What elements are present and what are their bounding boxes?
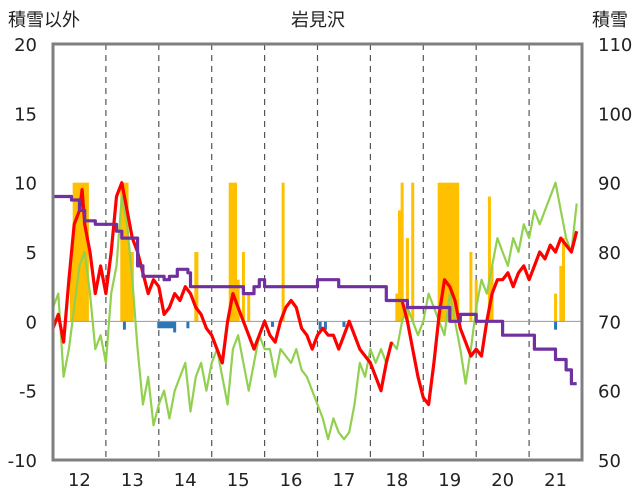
left-y-ticks: 20 15 10 5 0 -5 -10 <box>8 35 37 472</box>
left-tick-label: -10 <box>8 451 37 472</box>
x-tick-label: 12 <box>68 470 91 491</box>
series-line <box>53 194 577 386</box>
x-tick-label: 17 <box>332 470 355 491</box>
orange-bar <box>75 182 79 322</box>
orange-bar <box>559 265 563 322</box>
orange-bar <box>442 182 446 322</box>
left-tick-label: 5 <box>26 243 37 264</box>
right-tick-label: 60 <box>598 382 621 403</box>
blue-bar <box>157 321 161 329</box>
orange-bar <box>125 182 129 322</box>
orange-bar <box>411 182 415 322</box>
x-tick-label: 19 <box>438 470 461 491</box>
series-line <box>51 181 578 441</box>
orange-bar <box>120 182 124 322</box>
blue-bars <box>122 321 558 333</box>
left-axis-label: 積雪以外 <box>8 10 80 31</box>
orange-bar <box>228 182 232 322</box>
right-axis-label: 積雪 <box>592 10 628 31</box>
left-tick-label: 10 <box>14 174 37 195</box>
orange-bar <box>437 182 441 322</box>
orange-bar <box>400 182 404 322</box>
orange-bar <box>122 182 126 322</box>
orange-bar <box>561 238 565 322</box>
series-lines <box>51 181 579 441</box>
blue-bar <box>159 321 163 329</box>
orange-bar <box>474 279 478 322</box>
orange-bar <box>487 196 491 322</box>
right-tick-label: 50 <box>598 451 621 472</box>
blue-bar <box>162 321 166 329</box>
x-ticks: 12 13 14 15 16 17 18 19 20 21 <box>68 470 567 491</box>
orange-bar <box>85 182 89 322</box>
orange-bar <box>236 279 240 322</box>
orange-bar <box>405 238 409 322</box>
x-tick-label: 18 <box>385 470 408 491</box>
left-tick-label: 20 <box>14 35 37 56</box>
x-tick-label: 16 <box>280 470 303 491</box>
orange-bar <box>395 293 399 322</box>
x-tick-label: 20 <box>491 470 514 491</box>
orange-bar <box>77 182 81 322</box>
orange-bar <box>128 252 132 322</box>
x-tick-label: 14 <box>174 470 197 491</box>
orange-bar <box>397 210 401 322</box>
orange-bar <box>448 182 452 322</box>
orange-bar <box>440 182 444 322</box>
chart-title: 岩見沢 <box>291 10 345 31</box>
blue-bar <box>122 321 126 330</box>
right-tick-label: 100 <box>598 104 632 125</box>
right-tick-label: 80 <box>598 243 621 264</box>
blue-bar <box>165 321 169 329</box>
x-tick-label: 13 <box>121 470 144 491</box>
plot-frame <box>51 42 584 462</box>
right-tick-label: 90 <box>598 174 621 195</box>
blue-bar <box>271 321 275 327</box>
orange-bar <box>231 182 235 322</box>
orange-bar <box>234 182 238 322</box>
left-tick-label: -5 <box>19 382 37 403</box>
x-tick-label: 15 <box>227 470 250 491</box>
blue-bar <box>186 321 190 329</box>
x-tick-label: 21 <box>544 470 567 491</box>
orange-bar <box>554 293 558 322</box>
right-tick-label: 70 <box>598 312 621 333</box>
orange-bar <box>72 182 76 322</box>
blue-bar <box>342 321 346 327</box>
blue-bar <box>167 321 171 329</box>
orange-bar <box>247 293 251 322</box>
right-y-ticks: 110 100 90 80 70 60 50 <box>598 35 632 472</box>
blue-bar <box>323 321 327 330</box>
blue-bar <box>554 321 558 330</box>
blue-bar <box>318 321 322 330</box>
series-line <box>51 181 394 393</box>
orange-bar <box>80 182 84 322</box>
left-tick-label: 0 <box>26 312 37 333</box>
orange-bar <box>450 182 454 322</box>
orange-bar <box>70 252 74 322</box>
right-tick-label: 110 <box>598 35 632 56</box>
orange-bar <box>469 252 473 322</box>
series-line <box>400 230 579 407</box>
orange-bar <box>453 182 457 322</box>
blue-bar <box>173 321 177 333</box>
orange-bar <box>445 182 449 322</box>
left-tick-label: 15 <box>14 104 37 125</box>
orange-bar <box>281 182 285 322</box>
orange-bar <box>456 182 460 322</box>
blue-bar <box>170 321 174 329</box>
